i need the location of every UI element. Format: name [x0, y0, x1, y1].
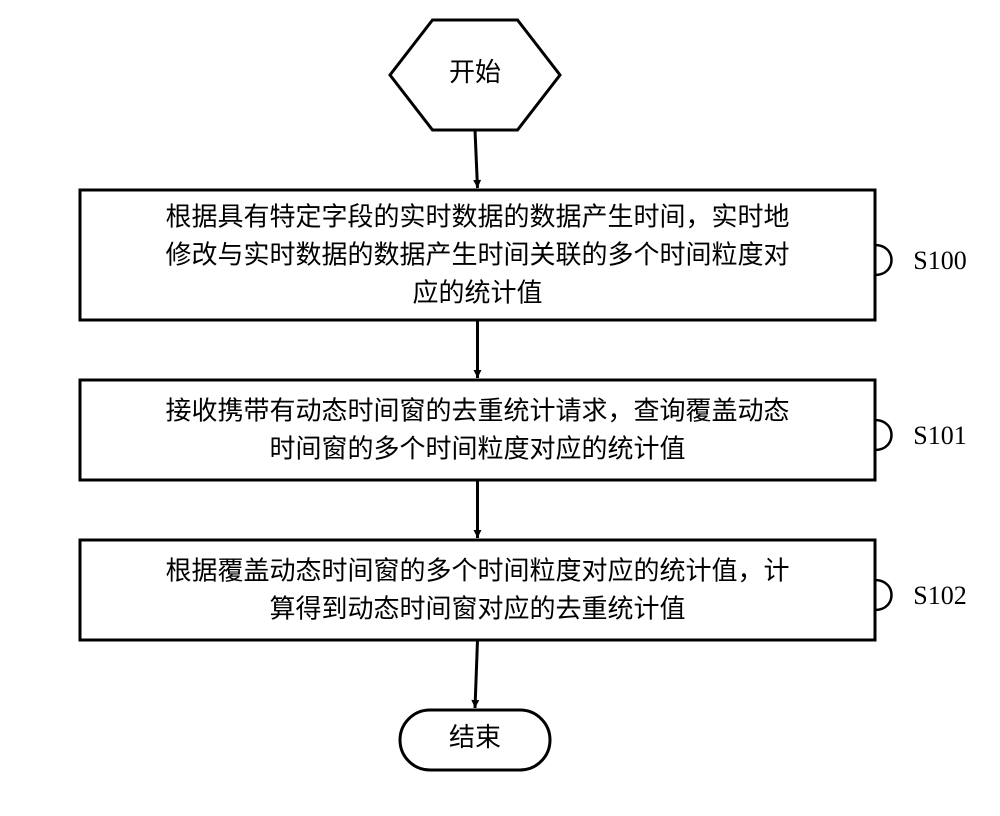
tag-connector-s102	[875, 580, 892, 610]
step-s101-line0: 接收携带有动态时间窗的去重统计请求，查询覆盖动态	[165, 396, 789, 425]
tag-label-s100: S100	[913, 246, 966, 275]
start-label: 开始	[449, 58, 501, 87]
step-s100-line0: 根据具有特定字段的实时数据的数据产生时间，实时地	[165, 202, 789, 231]
flowchart-canvas: 开始根据具有特定字段的实时数据的数据产生时间，实时地修改与实时数据的数据产生时间…	[0, 0, 1000, 816]
edge-s102-end	[475, 640, 478, 708]
step-s101	[80, 380, 875, 480]
step-s100-line2: 应的统计值	[412, 278, 542, 307]
step-s102	[80, 540, 875, 640]
tag-connector-s100	[875, 245, 892, 275]
step-s102-line1: 算得到动态时间窗对应的去重统计值	[269, 594, 685, 623]
step-s100-line1: 修改与实时数据的数据产生时间关联的多个时间粒度对	[165, 240, 789, 269]
edge-start-s100	[475, 130, 478, 188]
tag-label-s101: S101	[913, 421, 966, 450]
end-label: 结束	[449, 723, 501, 752]
step-s101-line1: 时间窗的多个时间粒度对应的统计值	[269, 434, 685, 463]
tag-connector-s101	[875, 420, 892, 450]
tag-label-s102: S102	[913, 581, 966, 610]
step-s102-line0: 根据覆盖动态时间窗的多个时间粒度对应的统计值，计	[165, 556, 789, 585]
